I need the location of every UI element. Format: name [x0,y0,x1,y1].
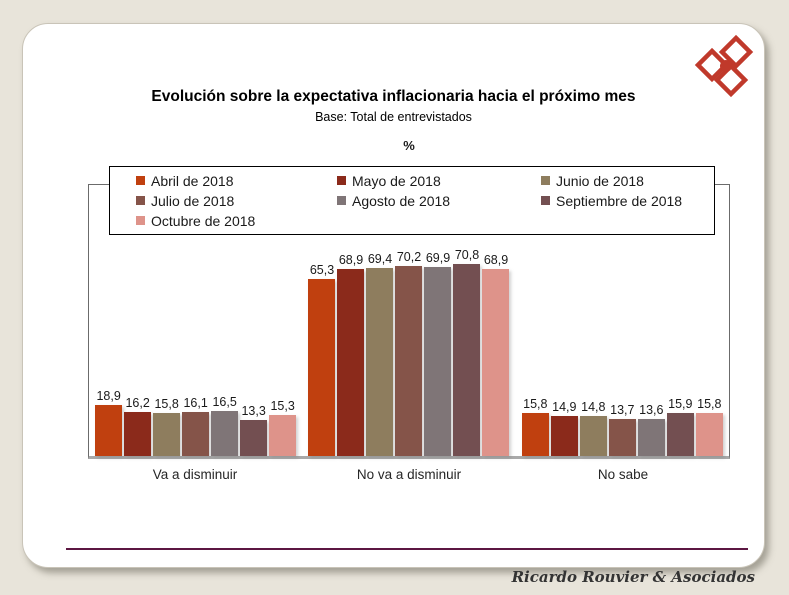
legend-label: Agosto de 2018 [352,192,451,209]
bar: 16,2 [124,396,152,456]
legend-label: Septiembre de 2018 [556,192,683,209]
bar-group: 65,3 68,9 69,4 70,2 69,9 70,8 68,9 [302,185,515,456]
bar-value-label: 13,3 [241,403,266,418]
chart-subtitle: Base: Total de entrevistados [315,110,472,124]
bar: 70,2 [395,250,423,456]
legend-swatch-icon [337,176,346,185]
bar: 13,3 [240,404,268,456]
bar: 69,9 [424,251,452,456]
bar: 15,8 [521,397,549,456]
bar-value-label: 16,5 [212,395,237,410]
bar-value-label: 16,2 [125,396,150,411]
bar: 16,1 [182,396,210,456]
bar-value-label: 15,8 [697,397,722,412]
legend-swatch-icon [541,196,550,205]
bar-value-label: 68,9 [338,253,364,268]
bar-group: 15,8 14,9 14,8 13,7 13,6 15,9 15,8 [516,185,729,456]
legend-swatch-icon [541,176,550,185]
company-credit: Ricardo Rouvier & Asociados [511,568,755,586]
bar-value-label: 15,8 [154,397,179,412]
bar-value-label: 65,3 [309,263,335,278]
bar: 65,3 [308,263,336,456]
bar-value-label: 69,9 [425,250,451,265]
bar-value-label: 15,3 [270,398,295,413]
bar: 18,9 [95,389,123,456]
category-label: No sabe [597,467,649,482]
bar: 14,9 [550,400,578,456]
legend-item: Agosto de 2018 [337,191,541,210]
legend-label: Julio de 2018 [151,192,235,209]
legend-label: Abril de 2018 [151,172,234,189]
footer-rule [66,548,748,550]
category-labels: Va a disminuir No va a disminuir No sabe [88,467,730,482]
bar-value-label: 70,2 [396,249,422,264]
bar-value-label: 15,9 [668,396,693,411]
bar-value-label: 14,9 [552,399,577,414]
bar-value-label: 70,8 [454,248,480,263]
legend-label: Junio de 2018 [556,172,644,189]
category-label: No va a disminuir [356,467,462,482]
bar: 15,3 [269,399,297,456]
bar-value-label: 18,9 [96,388,121,403]
bar-value-label: 68,9 [483,253,509,268]
bar-group: 18,9 16,2 15,8 16,1 16,5 13,3 15,3 [89,185,302,456]
bar-value-label: 15,8 [523,397,548,412]
bar: 14,8 [579,400,607,456]
bar: 13,6 [637,403,665,456]
bar: 15,8 [153,397,181,456]
chart-legend: Abril de 2018 Mayo de 2018 Junio de 2018 Ju… [109,166,715,235]
category-label: Va a disminuir [152,467,238,482]
legend-item: Junio de 2018 [541,171,710,190]
slide-card: Evolución sobre la expectativa inflacion… [22,23,765,568]
legend-swatch-icon [136,176,145,185]
legend-item: Mayo de 2018 [337,171,541,190]
legend-item: Abril de 2018 [136,171,337,190]
legend-item: Septiembre de 2018 [541,191,710,210]
bar: 69,4 [366,252,394,456]
plot-groups: 18,9 16,2 15,8 16,1 16,5 13,3 15,3 65,3 68,9 69,4… [89,185,729,456]
bar-value-label: 14,8 [581,399,606,414]
legend-label: Octubre de 2018 [151,212,256,229]
bar: 13,7 [608,403,636,456]
bar: 70,8 [453,248,481,456]
legend-item: Julio de 2018 [136,191,337,210]
bar: 68,9 [482,253,510,456]
bar: 68,9 [337,253,365,456]
chart-title: Evolución sobre la expectativa inflacion… [151,88,636,105]
bar-value-label: 13,6 [639,403,664,418]
bar-value-label: 69,4 [367,251,393,266]
legend-item: Octubre de 2018 [136,211,337,230]
legend-swatch-icon [337,196,346,205]
bar: 15,9 [666,397,694,456]
legend-swatch-icon [136,216,145,225]
unit-label: % [403,138,415,153]
bar: 16,5 [211,395,239,456]
legend-swatch-icon [136,196,145,205]
bar-value-label: 16,1 [183,396,208,411]
bar-value-label: 13,7 [610,402,635,417]
bar: 15,8 [695,397,723,456]
plot-area: 18,9 16,2 15,8 16,1 16,5 13,3 15,3 65,3 68,9 69,4… [88,184,730,459]
legend-label: Mayo de 2018 [352,172,441,189]
company-logo-icon [694,34,754,98]
